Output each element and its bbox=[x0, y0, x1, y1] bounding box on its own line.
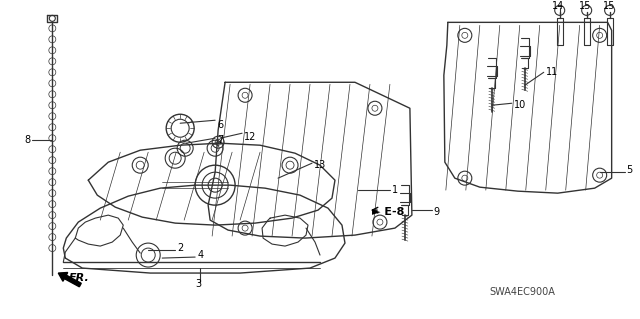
Text: 6: 6 bbox=[217, 120, 223, 130]
Text: 10: 10 bbox=[514, 100, 526, 110]
Text: 1: 1 bbox=[392, 185, 398, 195]
Text: 9: 9 bbox=[434, 207, 440, 217]
Text: 15: 15 bbox=[579, 1, 591, 11]
Text: 14: 14 bbox=[552, 1, 564, 11]
Text: 12: 12 bbox=[244, 132, 257, 142]
Text: SWA4EC900A: SWA4EC900A bbox=[490, 287, 556, 297]
Text: 7: 7 bbox=[217, 135, 223, 145]
Text: 15: 15 bbox=[602, 1, 615, 11]
Text: 2: 2 bbox=[177, 243, 184, 253]
Text: 11: 11 bbox=[546, 67, 558, 77]
Text: ► E-8: ► E-8 bbox=[372, 207, 404, 217]
Text: 13: 13 bbox=[314, 160, 326, 170]
Text: 4: 4 bbox=[197, 250, 204, 260]
Text: 8: 8 bbox=[24, 135, 30, 145]
Text: FR.: FR. bbox=[68, 273, 89, 283]
Text: 5: 5 bbox=[627, 165, 633, 175]
Text: 3: 3 bbox=[195, 279, 201, 289]
FancyArrow shape bbox=[58, 272, 81, 287]
